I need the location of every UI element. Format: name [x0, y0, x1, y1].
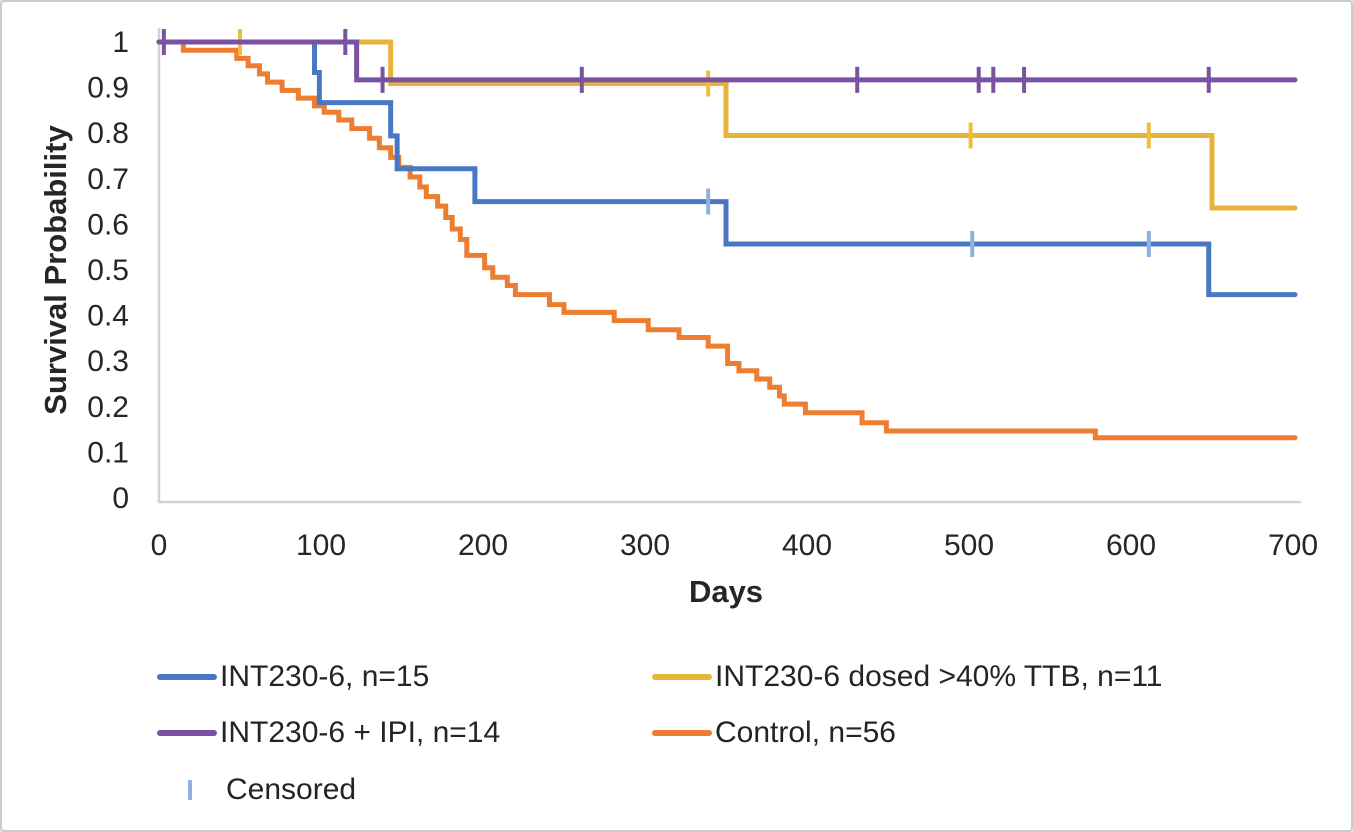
x-tick-label: 700 [1268, 529, 1318, 562]
series-line-int230-6-ipi [156, 39, 1298, 83]
y-tick-label: 0.7 [87, 163, 129, 196]
x-axis-title: Days [689, 574, 763, 609]
legend-line-swatch-int230-6-ipi [157, 730, 217, 736]
legend-item-int230-6-ttb: INT230-6 dosed >40% TTB, n=11 [652, 659, 1163, 695]
legend-line-swatch-int230-6 [157, 674, 217, 680]
x-tick-label: 400 [782, 529, 832, 562]
y-tick-label: 0.6 [87, 208, 129, 241]
legend-label-int230-6: INT230-6, n=15 [220, 660, 430, 693]
x-tick-label: 100 [296, 529, 346, 562]
legend-label-control: Control, n=56 [715, 716, 896, 749]
y-tick-label: 0.5 [87, 254, 129, 287]
series-line-control [156, 39, 1298, 441]
series-line-int230-6 [156, 39, 1298, 298]
legend-label-int230-6-ipi: INT230-6 + IPI, n=14 [220, 716, 501, 749]
legend-line-swatch-int230-6-ttb [652, 674, 712, 680]
y-tick-label: 0.9 [87, 72, 129, 105]
legend-label-censored: Censored [226, 773, 357, 806]
y-tick-label: 0.8 [87, 117, 129, 150]
legend-item-control: Control, n=56 [652, 715, 896, 751]
x-tick-label: 500 [944, 529, 994, 562]
x-tick-label: 200 [458, 529, 508, 562]
y-tick-label: 0.2 [87, 391, 129, 424]
axis-lines [157, 28, 1301, 504]
x-tick-label: 0 [151, 529, 168, 562]
x-tick-label: 600 [1106, 529, 1156, 562]
legend-line-swatch-control [652, 730, 712, 736]
y-tick-label: 1 [112, 26, 129, 59]
series-line-int230-6-ttb [156, 39, 1298, 211]
y-tick-label: 0.4 [87, 300, 129, 333]
censored-tick-marker [188, 780, 192, 800]
y-tick-label: 0 [112, 482, 129, 515]
y-tick-label: 0.3 [87, 345, 129, 378]
y-axis-title: Survival Probability [38, 125, 73, 415]
x-tick-label: 300 [620, 529, 670, 562]
legend-item-int230-6-ipi: INT230-6 + IPI, n=14 [157, 715, 500, 751]
legend-item-censored: Censored [188, 772, 356, 808]
legend-label-int230-6-ttb: INT230-6 dosed >40% TTB, n=11 [715, 660, 1163, 693]
legend-item-int230-6: INT230-6, n=15 [157, 659, 429, 695]
y-tick-label: 0.1 [87, 436, 129, 469]
